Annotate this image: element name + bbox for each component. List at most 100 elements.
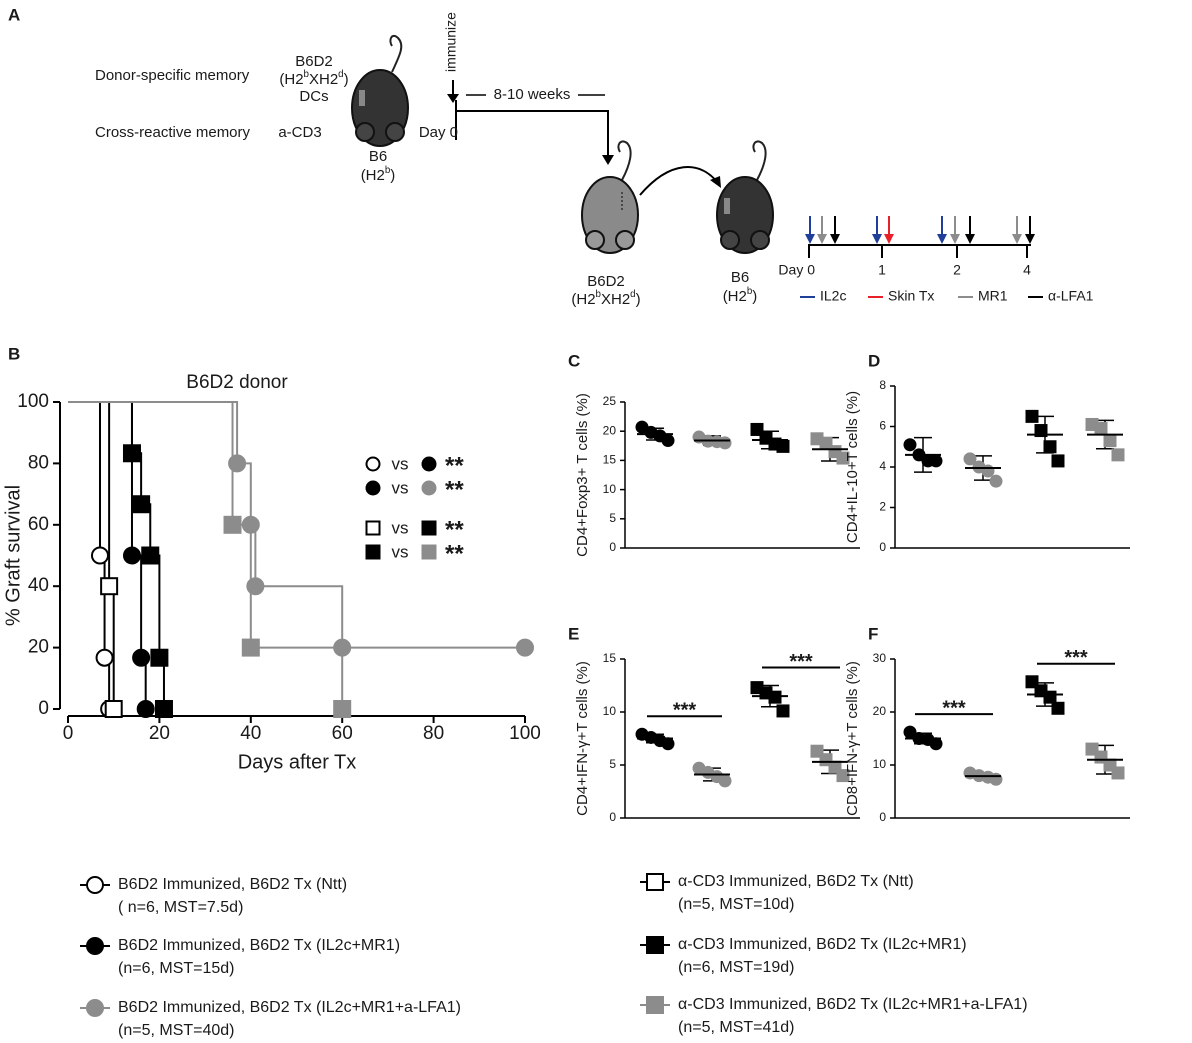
data-point [132, 648, 151, 667]
row-label: Cross-reactive memory [95, 124, 251, 141]
panel-letter: A [8, 5, 20, 24]
data-point [90, 546, 109, 565]
significance-label: ** [445, 476, 464, 503]
strain-label: B6 [369, 148, 387, 165]
legend-label: Skin Tx [888, 288, 934, 304]
legend-symbol [365, 456, 381, 472]
day-label: Day 0 [419, 124, 458, 141]
data-point [223, 515, 242, 534]
comparison-label: vs [392, 518, 409, 537]
arrowhead [805, 234, 815, 244]
y-axis-label: % Graft survival [2, 485, 24, 626]
data-point [132, 495, 151, 514]
data-point [929, 737, 943, 751]
immunize-label: immunize [443, 12, 459, 72]
data-point [1051, 701, 1065, 715]
data-point [122, 546, 141, 565]
y-tick-label: 15 [603, 651, 617, 665]
genotype-part: (H2 [361, 167, 385, 184]
data-point [1025, 409, 1039, 423]
data-point [981, 464, 995, 478]
timeline-label: 2 [953, 262, 961, 278]
x-tick-label: 100 [509, 723, 541, 744]
y-tick-label: 10 [873, 757, 887, 771]
panel-letter: C [568, 351, 580, 370]
y-tick-label: 40 [28, 575, 49, 596]
y-tick-label: 100 [17, 391, 49, 412]
arrowhead [937, 234, 947, 244]
significance-label: *** [942, 697, 966, 719]
data-point [661, 737, 675, 751]
superscript: b [596, 289, 602, 300]
cell-label: DCs [299, 88, 328, 105]
data-point [1094, 422, 1108, 436]
data-point [1043, 690, 1057, 704]
legend-label: α-LFA1 [1048, 288, 1094, 304]
y-tick-label: 8 [879, 378, 886, 392]
arrowhead [447, 94, 459, 103]
significance-label: *** [1064, 647, 1088, 669]
y-tick-label: 15 [603, 453, 617, 467]
legend-label: α-CD3 Immunized, B6D2 Tx (Ntt) [678, 873, 914, 890]
strain-label: B6D2 [295, 53, 333, 70]
data-point [95, 648, 114, 667]
data-point [333, 700, 352, 718]
genotype-part: ) [344, 71, 349, 88]
data-point [903, 438, 917, 452]
data-point [1051, 454, 1065, 468]
legend-symbol [365, 544, 381, 560]
data-point [836, 451, 850, 465]
legend-detail: (n=6, MST=15d) [118, 960, 235, 977]
y-axis-label: CD8+IFN-γ+T cells (%) [844, 661, 861, 816]
data-point [150, 648, 169, 667]
data-point [989, 772, 1003, 786]
data-point [141, 546, 160, 565]
legend-symbol [421, 480, 437, 496]
mouse-icon [351, 34, 409, 147]
genotype-part: ) [390, 167, 395, 184]
legend-label: B6D2 Immunized, B6D2 Tx (IL2c+MR1+a-LFA1… [118, 999, 461, 1016]
significance-label: *** [673, 700, 697, 722]
timeline-line [455, 100, 609, 158]
significance-label: ** [445, 540, 464, 567]
legend-symbol [646, 996, 664, 1014]
genotype-part: ) [636, 291, 641, 308]
y-tick-label: 0 [38, 698, 49, 719]
legend-symbol [365, 520, 381, 536]
superscript: b [747, 286, 753, 297]
data-point [1111, 448, 1125, 462]
genotype-label: (H2b) [361, 165, 396, 184]
timeline-label: Day 0 [778, 262, 815, 278]
y-tick-label: 10 [603, 704, 617, 718]
legend-label: α-CD3 Immunized, B6D2 Tx (IL2c+MR1) [678, 936, 967, 953]
x-tick-label: 60 [332, 723, 353, 744]
y-tick-label: 20 [28, 637, 49, 658]
arrowhead [872, 234, 882, 244]
legend-label: B6D2 Immunized, B6D2 Tx (Ntt) [118, 876, 347, 893]
comparison-label: vs [392, 454, 409, 473]
y-tick-label: 10 [603, 482, 617, 496]
data-point [718, 436, 732, 450]
data-point [246, 577, 265, 596]
arrowhead [965, 234, 975, 244]
legend-label: B6D2 Immunized, B6D2 Tx (IL2c+MR1) [118, 937, 400, 954]
data-point [718, 774, 732, 788]
superscript: d [630, 289, 635, 300]
data-point [100, 577, 119, 596]
panel-letter: B [8, 344, 20, 363]
data-point [104, 700, 123, 718]
legend-symbol [646, 873, 664, 891]
y-tick-label: 80 [28, 452, 49, 473]
legend-label: IL2c [820, 288, 846, 304]
legend-symbol [86, 876, 104, 894]
row-label: Donor-specific memory [95, 67, 250, 84]
y-tick-label: 6 [879, 419, 886, 433]
legend-detail: (n=5, MST=40d) [118, 1022, 235, 1039]
y-tick-label: 60 [28, 514, 49, 535]
data-point [1103, 434, 1117, 448]
schematic [351, 34, 1031, 254]
x-tick-label: 80 [423, 723, 444, 744]
genotype-label: (H2bXH2d) [571, 289, 640, 308]
data-point [836, 769, 850, 783]
legend-symbol [421, 456, 437, 472]
